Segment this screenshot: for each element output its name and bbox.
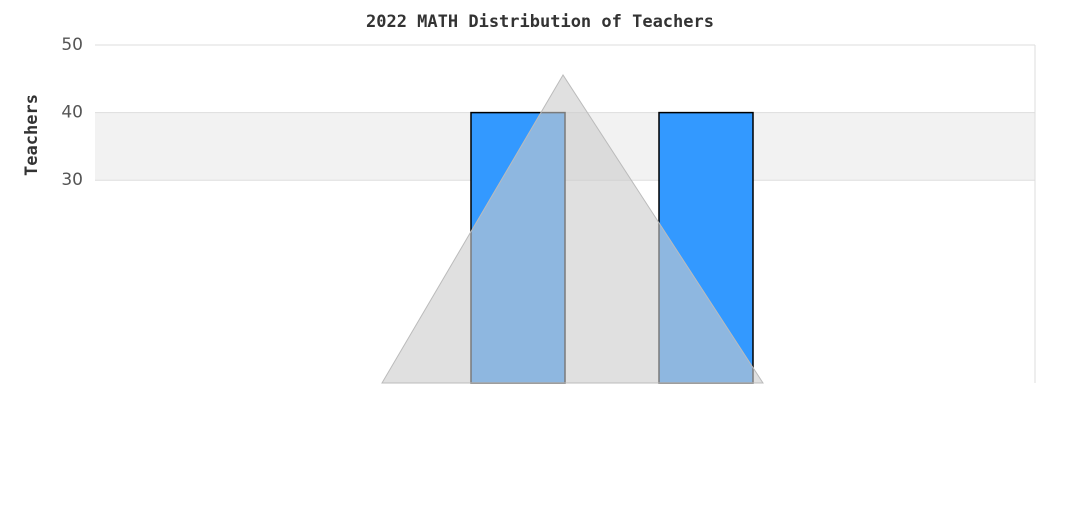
y-tick-label: 30 — [61, 170, 83, 190]
y-axis-label: Teachers — [22, 94, 42, 176]
chart-title: 2022 MATH Distribution of Teachers — [366, 12, 714, 32]
chart: 2022 MATH Distribution of Teachers Teach… — [0, 0, 1068, 530]
y-tick-label: 50 — [61, 35, 83, 55]
y-tick-label: 40 — [61, 103, 83, 123]
